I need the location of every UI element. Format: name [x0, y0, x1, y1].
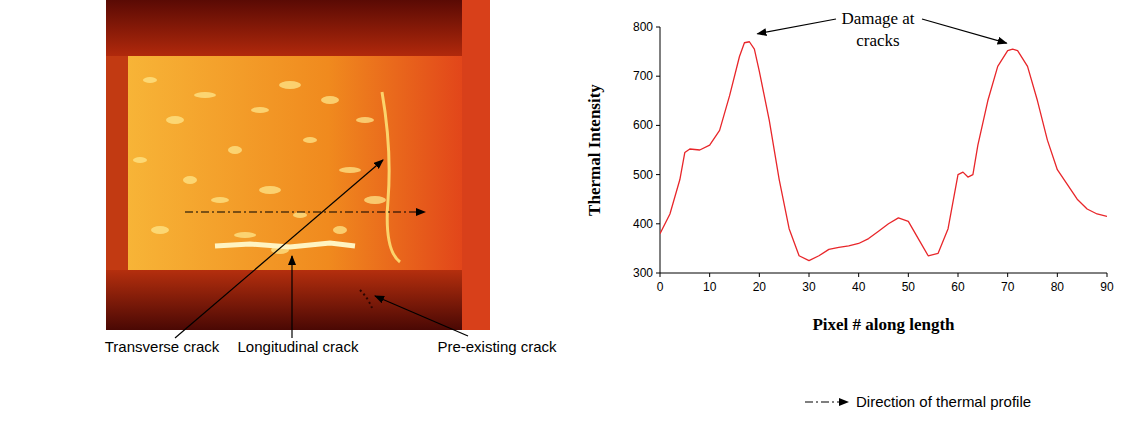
specimen: [128, 56, 462, 270]
x-tick: [660, 273, 661, 277]
y-axis-title: Thermal Intensity: [585, 84, 604, 216]
x-tick: [1007, 273, 1008, 277]
y-tick: [656, 125, 660, 126]
x-tick-label: 60: [951, 280, 965, 294]
thermal-profile-line: [660, 42, 1107, 261]
y-tick-label: 700: [633, 69, 653, 83]
image-label: Pre-existing crack: [437, 338, 557, 355]
hot-spot: [279, 81, 301, 89]
x-axis: [660, 273, 1107, 274]
x-tick: [958, 273, 959, 277]
image-label: Longitudinal crack: [238, 338, 359, 355]
x-tick-label: 20: [753, 280, 767, 294]
hot-spot: [151, 226, 169, 234]
y-tick-label: 600: [633, 118, 653, 132]
x-tick-label: 70: [1001, 280, 1015, 294]
transverse-crack: [382, 92, 400, 262]
x-tick: [858, 273, 859, 277]
x-axis-title: Pixel # along length: [812, 315, 955, 334]
top-band: [106, 0, 462, 58]
hot-spot: [339, 167, 361, 173]
y-tick-label: 800: [633, 20, 653, 34]
annotation-arrow: [922, 19, 1007, 43]
pre-existing-crack: [360, 290, 372, 308]
label-arrow: [175, 160, 383, 338]
axes: 300 400 500 600 700 800 0 10 20 30 40 50 60 70 80 90: [633, 20, 1114, 294]
image-label: Transverse crack: [105, 338, 220, 355]
x-tick-label: 50: [902, 280, 916, 294]
hot-spot: [364, 196, 386, 204]
x-tick: [709, 273, 710, 277]
plot-area: [660, 42, 1107, 261]
x-tick-label: 10: [703, 280, 717, 294]
profile-legend-text: Direction of thermal profile: [856, 393, 1031, 410]
x-tick-label: 90: [1100, 280, 1114, 294]
x-tick: [1107, 273, 1108, 277]
hot-spot: [333, 226, 347, 234]
y-tick: [656, 223, 660, 224]
y-tick: [656, 76, 660, 77]
hot-spot: [251, 107, 269, 113]
profile-direction: [185, 211, 425, 212]
hot-spot: [183, 176, 197, 184]
annotation: Damage at cracks: [757, 9, 1006, 50]
hot-spot: [259, 186, 281, 194]
x-tick-label: 40: [852, 280, 866, 294]
image-background: [106, 0, 490, 330]
label-arrow: [375, 296, 468, 336]
y-tick: [656, 174, 660, 175]
bottom-band: [106, 268, 462, 330]
hot-spot: [211, 197, 229, 203]
hot-spot: [321, 96, 339, 104]
y-axis: [660, 27, 661, 273]
hot-spot: [293, 212, 307, 218]
label-arrow: [291, 256, 292, 338]
thermal-image: [106, 0, 490, 330]
x-tick: [809, 273, 810, 277]
profile-legend-line: [805, 401, 848, 402]
hot-spot: [356, 117, 374, 123]
left-edge: [106, 56, 128, 270]
hot-spot: [303, 137, 317, 143]
annotation-arrow: [757, 19, 836, 34]
y-tick: [656, 27, 660, 28]
annotation-text: cracks: [856, 31, 899, 50]
x-tick: [908, 273, 909, 277]
x-tick-label: 0: [657, 280, 664, 294]
x-tick-label: 80: [1051, 280, 1065, 294]
x-tick: [1057, 273, 1058, 277]
y-tick-label: 400: [633, 217, 653, 231]
annotation-text: Damage at: [841, 9, 914, 28]
grip: [462, 0, 490, 330]
hot-spot: [228, 146, 242, 154]
hot-spot: [166, 116, 184, 124]
hot-spot: [133, 157, 147, 163]
x-tick-label: 30: [802, 280, 816, 294]
hot-spot: [234, 232, 256, 238]
hot-spot: [194, 92, 216, 98]
figure: Transverse crack Longitudinal crack Pre-ex…: [0, 0, 1130, 423]
hot-spot: [143, 77, 157, 83]
y-tick-label: 300: [633, 266, 653, 280]
y-tick: [656, 273, 660, 274]
y-tick-label: 500: [633, 168, 653, 182]
x-tick: [759, 273, 760, 277]
